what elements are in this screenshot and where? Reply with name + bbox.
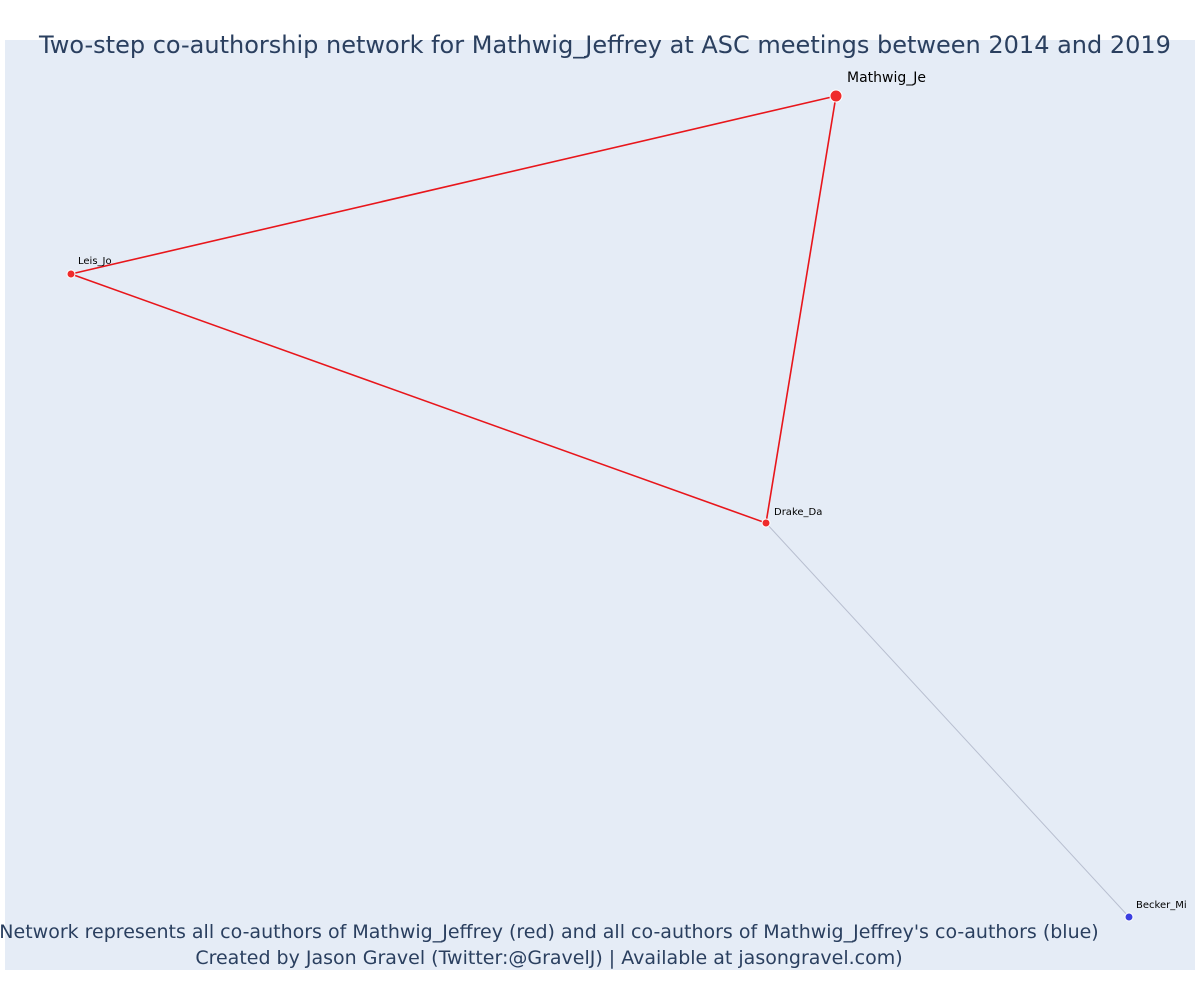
caption-line-2: Created by Jason Gravel (Twitter:@Gravel… <box>195 947 902 969</box>
node-label-leis: Leis_Jo <box>78 256 112 267</box>
chart-title: Two-step co-authorship network for Mathw… <box>38 31 1171 59</box>
node-label-becker: Becker_Mi <box>1136 900 1187 911</box>
edge-drake-becker <box>765 522 1130 918</box>
node-mathwig[interactable] <box>829 89 843 103</box>
caption-line-1: Network represents all co-authors of Mat… <box>0 921 1099 943</box>
node-becker[interactable] <box>1124 912 1134 922</box>
node-label-mathwig: Mathwig_Je <box>847 70 926 86</box>
node-leis[interactable] <box>66 269 76 279</box>
edges-layer <box>70 95 1130 918</box>
plot-area <box>5 40 1195 970</box>
node-drake[interactable] <box>761 518 771 528</box>
edge-mathwig-leis <box>70 95 837 275</box>
nodes-layer <box>66 89 1134 922</box>
labels-layer: Mathwig_Je Leis_Jo Drake_Da Becker_Mi <box>78 70 1187 911</box>
edge-leis-drake <box>70 273 767 524</box>
node-label-drake: Drake_Da <box>774 507 822 518</box>
edge-mathwig-drake <box>765 95 837 524</box>
